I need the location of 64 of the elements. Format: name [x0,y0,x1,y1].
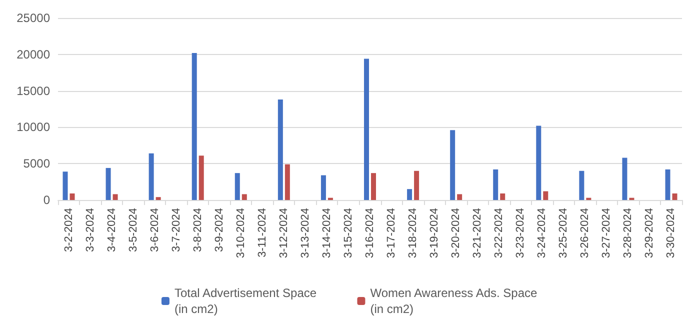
x-tick-label: 3-30-2024 [665,208,678,258]
x-tick-label: 3-12-2024 [278,208,290,258]
x-tick-label: 3-29-2024 [644,208,656,258]
x-tick-label: 3-24-2024 [536,208,548,258]
x-tick-label: 3-28-2024 [622,208,634,258]
bar [242,194,247,200]
x-tick-label: 3-26-2024 [579,208,592,258]
bar [278,100,283,200]
bar [371,173,376,200]
y-tick-label: 10000 [16,120,50,134]
bar [622,158,628,200]
x-tick-label: 3-19-2024 [428,208,441,258]
bar [284,164,290,200]
x-tick-label: 3-10-2024 [234,208,247,258]
x-tick-label: 3-5-2024 [127,208,140,252]
bar [450,130,456,200]
x-tick-label: 3-23-2024 [514,208,527,258]
bar [106,168,111,200]
bar [500,193,506,200]
bar [457,194,462,200]
x-tick-label: 3-9-2024 [213,208,226,252]
x-tick-label: 3-17-2024 [386,208,398,258]
bar [407,189,412,200]
bar [70,193,75,200]
legend-label: Women Awareness Ads. Space (in cm2) [370,286,538,316]
bar [148,153,154,200]
bar [414,170,420,200]
bar [198,156,204,200]
y-tick-label: 0 [43,193,50,207]
x-tick-label: 3-18-2024 [407,208,420,258]
legend-label: Total Advertisement Space (in cm2) [174,286,317,316]
y-tick-label: 25000 [16,11,50,25]
x-tick-label: 3-2-2024 [62,208,75,252]
x-tick-label: 3-6-2024 [148,208,161,252]
bar [672,193,678,200]
x-tick-label: 3-16-2024 [364,208,376,258]
x-tick-label: 3-15-2024 [342,208,354,258]
x-tick-label: 3-3-2024 [84,208,96,252]
bar [192,52,197,200]
bar [536,126,542,200]
x-tick-label: 3-21-2024 [472,208,484,258]
bar [543,191,548,200]
x-tick-label: 3-7-2024 [170,208,182,252]
bar [156,197,161,200]
bar [665,169,670,200]
x-tick-label: 3-27-2024 [600,208,613,258]
x-tick-label: 3-25-2024 [558,208,570,258]
bar [579,170,584,200]
y-tick-label: 15000 [16,84,50,98]
y-tick-label: 5000 [23,156,50,171]
bar [62,172,68,200]
y-tick-label: 20000 [16,47,50,62]
bar [493,169,498,200]
x-tick-label: 3-11-2024 [256,208,268,258]
bar [320,175,326,200]
x-tick-label: 3-20-2024 [450,208,462,258]
x-tick-label: 3-22-2024 [493,208,506,258]
x-tick-label: 3-14-2024 [320,208,333,258]
x-tick-label: 3-13-2024 [299,208,312,258]
bar [112,194,118,200]
x-tick-label: 3-8-2024 [192,208,204,252]
x-tick-label: 3-4-2024 [106,208,118,252]
bar [364,58,369,200]
bar [234,173,240,200]
